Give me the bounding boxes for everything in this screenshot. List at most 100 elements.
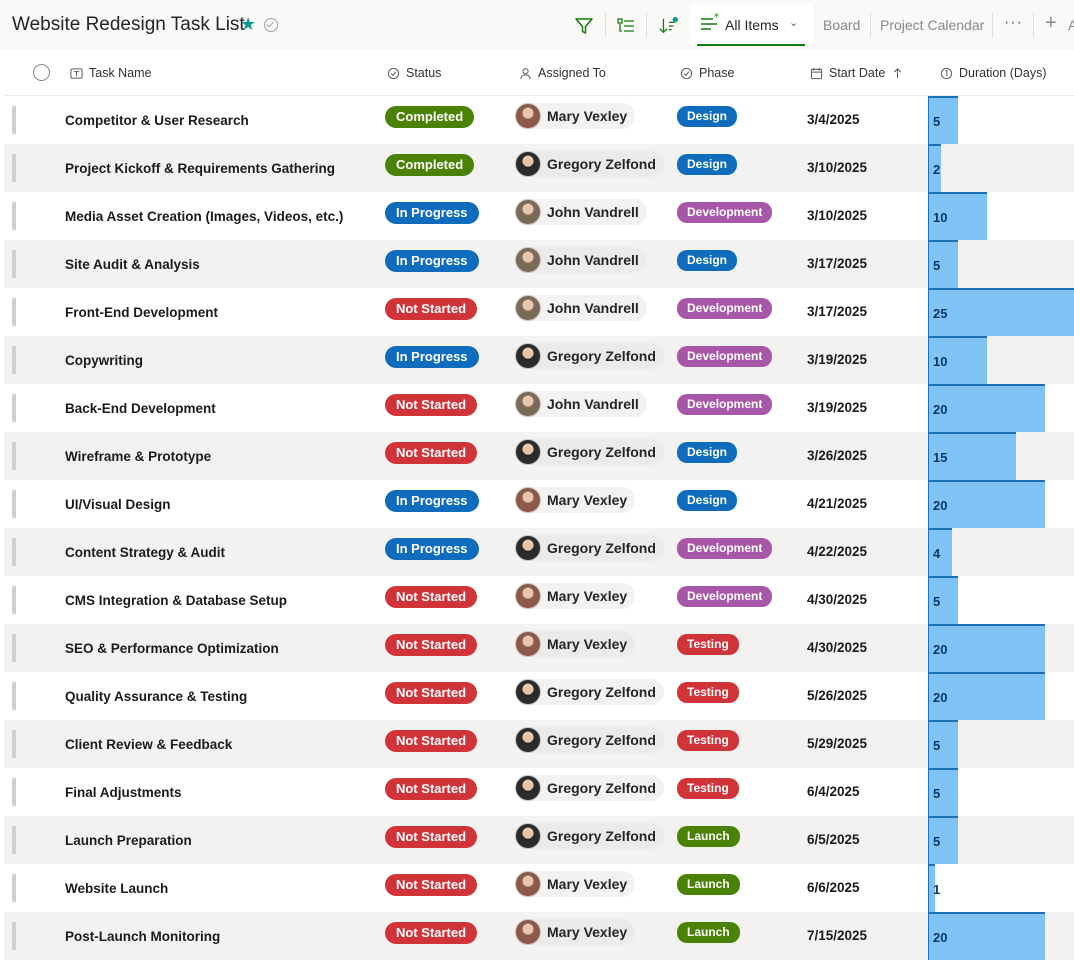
task-name[interactable]: Launch Preparation [65, 833, 192, 848]
phase-badge[interactable]: Development [677, 346, 773, 367]
assigned-person-chip[interactable]: Mary Vexley [515, 871, 636, 897]
table-row[interactable]: Back-End Development Not Started John Vand… [4, 384, 1074, 432]
duration-value[interactable]: 4 [933, 546, 941, 561]
table-row[interactable]: SEO & Performance Optimization Not Starte… [4, 624, 1074, 672]
table-row[interactable]: Content Strategy & Audit In Progress Grego… [4, 528, 1074, 576]
table-row[interactable]: Site Audit & Analysis In Progress John Van… [4, 240, 1074, 288]
add-view-icon[interactable]: + [1045, 12, 1057, 34]
start-date[interactable]: 3/17/2025 [807, 304, 868, 319]
status-badge[interactable]: Not Started [385, 634, 478, 656]
assigned-person-chip[interactable]: Gregory Zelfond [515, 439, 664, 465]
phase-badge[interactable]: Testing [677, 634, 739, 655]
start-date[interactable]: 3/10/2025 [807, 160, 868, 175]
phase-badge[interactable]: Design [677, 106, 738, 127]
column-header-duration[interactable]: Duration (Days) [940, 66, 1047, 80]
task-name[interactable]: Content Strategy & Audit [65, 545, 225, 560]
group-by-icon[interactable] [616, 16, 636, 36]
task-name[interactable]: Project Kickoff & Requirements Gathering [65, 161, 336, 176]
row-drag-handle[interactable] [12, 586, 16, 614]
row-drag-handle[interactable] [12, 394, 16, 422]
row-drag-handle[interactable] [12, 346, 16, 374]
row-drag-handle[interactable] [12, 634, 16, 662]
start-date[interactable]: 4/21/2025 [807, 496, 868, 511]
start-date[interactable]: 6/5/2025 [807, 832, 860, 847]
row-drag-handle[interactable] [12, 442, 16, 470]
row-drag-handle[interactable] [12, 538, 16, 566]
tab-all-items[interactable]: * All Items ⌄ [689, 4, 813, 46]
table-row[interactable]: Quality Assurance & Testing Not Started Gr… [4, 672, 1074, 720]
select-all-checkbox[interactable] [33, 64, 50, 81]
duration-value[interactable]: 5 [933, 786, 941, 801]
row-drag-handle[interactable] [12, 682, 16, 710]
table-row[interactable]: Wireframe & Prototype Not Started Gregory … [4, 432, 1074, 480]
column-header-assigned-to[interactable]: Assigned To [519, 66, 606, 80]
status-badge[interactable]: Not Started [385, 922, 478, 944]
phase-badge[interactable]: Launch [677, 874, 740, 895]
assigned-person-chip[interactable]: Gregory Zelfond [515, 151, 664, 177]
row-drag-handle[interactable] [12, 922, 16, 950]
status-badge[interactable]: Not Started [385, 298, 478, 320]
phase-badge[interactable]: Launch [677, 922, 740, 943]
start-date[interactable]: 3/10/2025 [807, 208, 868, 223]
duration-value[interactable]: 20 [933, 402, 948, 417]
assigned-person-chip[interactable]: Gregory Zelfond [515, 343, 664, 369]
table-row[interactable]: Competitor & User Research Completed Mary … [4, 96, 1074, 144]
row-drag-handle[interactable] [12, 826, 16, 854]
assigned-person-chip[interactable]: Gregory Zelfond [515, 535, 664, 561]
start-date[interactable]: 3/19/2025 [807, 352, 868, 367]
task-name[interactable]: Website Launch [65, 881, 169, 896]
task-name[interactable]: UI/Visual Design [65, 497, 171, 512]
duration-value[interactable]: 5 [933, 114, 941, 129]
start-date[interactable]: 3/17/2025 [807, 256, 868, 271]
table-row[interactable]: Launch Preparation Not Started Gregory Zel… [4, 816, 1074, 864]
start-date[interactable]: 4/30/2025 [807, 592, 868, 607]
start-date[interactable]: 5/26/2025 [807, 688, 868, 703]
duration-value[interactable]: 10 [933, 354, 948, 369]
duration-value[interactable]: 2 [933, 162, 941, 177]
task-name[interactable]: Wireframe & Prototype [65, 449, 212, 464]
column-header-phase[interactable]: Phase [680, 66, 734, 80]
row-drag-handle[interactable] [12, 250, 16, 278]
phase-badge[interactable]: Development [677, 586, 773, 607]
duration-value[interactable]: 20 [933, 690, 948, 705]
table-row[interactable]: Final Adjustments Not Started Gregory Zelf… [4, 768, 1074, 816]
phase-badge[interactable]: Launch [677, 826, 740, 847]
duration-value[interactable]: 5 [933, 738, 941, 753]
assigned-person-chip[interactable]: Gregory Zelfond [515, 775, 664, 801]
phase-badge[interactable]: Development [677, 394, 773, 415]
status-badge[interactable]: Completed [385, 154, 475, 176]
duration-value[interactable]: 5 [933, 594, 941, 609]
tab-board[interactable]: Board [823, 17, 861, 33]
status-badge[interactable]: Not Started [385, 778, 478, 800]
favorite-star-icon[interactable]: ★ [240, 14, 257, 34]
phase-badge[interactable]: Design [677, 154, 738, 175]
filter-icon[interactable] [574, 16, 594, 36]
task-name[interactable]: Site Audit & Analysis [65, 257, 200, 272]
row-drag-handle[interactable] [12, 874, 16, 902]
task-name[interactable]: Copywriting [65, 353, 143, 368]
assigned-person-chip[interactable]: Mary Vexley [515, 919, 636, 945]
phase-badge[interactable]: Design [677, 250, 738, 271]
table-row[interactable]: UI/Visual Design In Progress Mary Vexley De… [4, 480, 1074, 528]
assigned-person-chip[interactable]: John Vandrell [515, 199, 647, 225]
duration-value[interactable]: 5 [933, 834, 941, 849]
task-name[interactable]: Client Review & Feedback [65, 737, 233, 752]
phase-badge[interactable]: Development [677, 298, 773, 319]
start-date[interactable]: 4/22/2025 [807, 544, 868, 559]
status-badge[interactable]: In Progress [385, 538, 479, 560]
column-header-start-date[interactable]: Start Date [810, 66, 904, 80]
start-date[interactable]: 6/4/2025 [807, 784, 860, 799]
table-row[interactable]: Copywriting In Progress Gregory Zelfond Dev… [4, 336, 1074, 384]
phase-badge[interactable]: Testing [677, 682, 739, 703]
phase-badge[interactable]: Design [677, 490, 738, 511]
assigned-person-chip[interactable]: John Vandrell [515, 391, 647, 417]
row-drag-handle[interactable] [12, 106, 16, 134]
start-date[interactable]: 4/30/2025 [807, 640, 868, 655]
table-row[interactable]: Project Kickoff & Requirements Gathering… [4, 144, 1074, 192]
start-date[interactable]: 6/6/2025 [807, 880, 860, 895]
assigned-person-chip[interactable]: John Vandrell [515, 295, 647, 321]
phase-badge[interactable]: Testing [677, 778, 739, 799]
more-views-icon[interactable]: ··· [1004, 14, 1023, 31]
assigned-person-chip[interactable]: Gregory Zelfond [515, 823, 664, 849]
table-row[interactable]: Front-End Development Not Started John Van… [4, 288, 1074, 336]
